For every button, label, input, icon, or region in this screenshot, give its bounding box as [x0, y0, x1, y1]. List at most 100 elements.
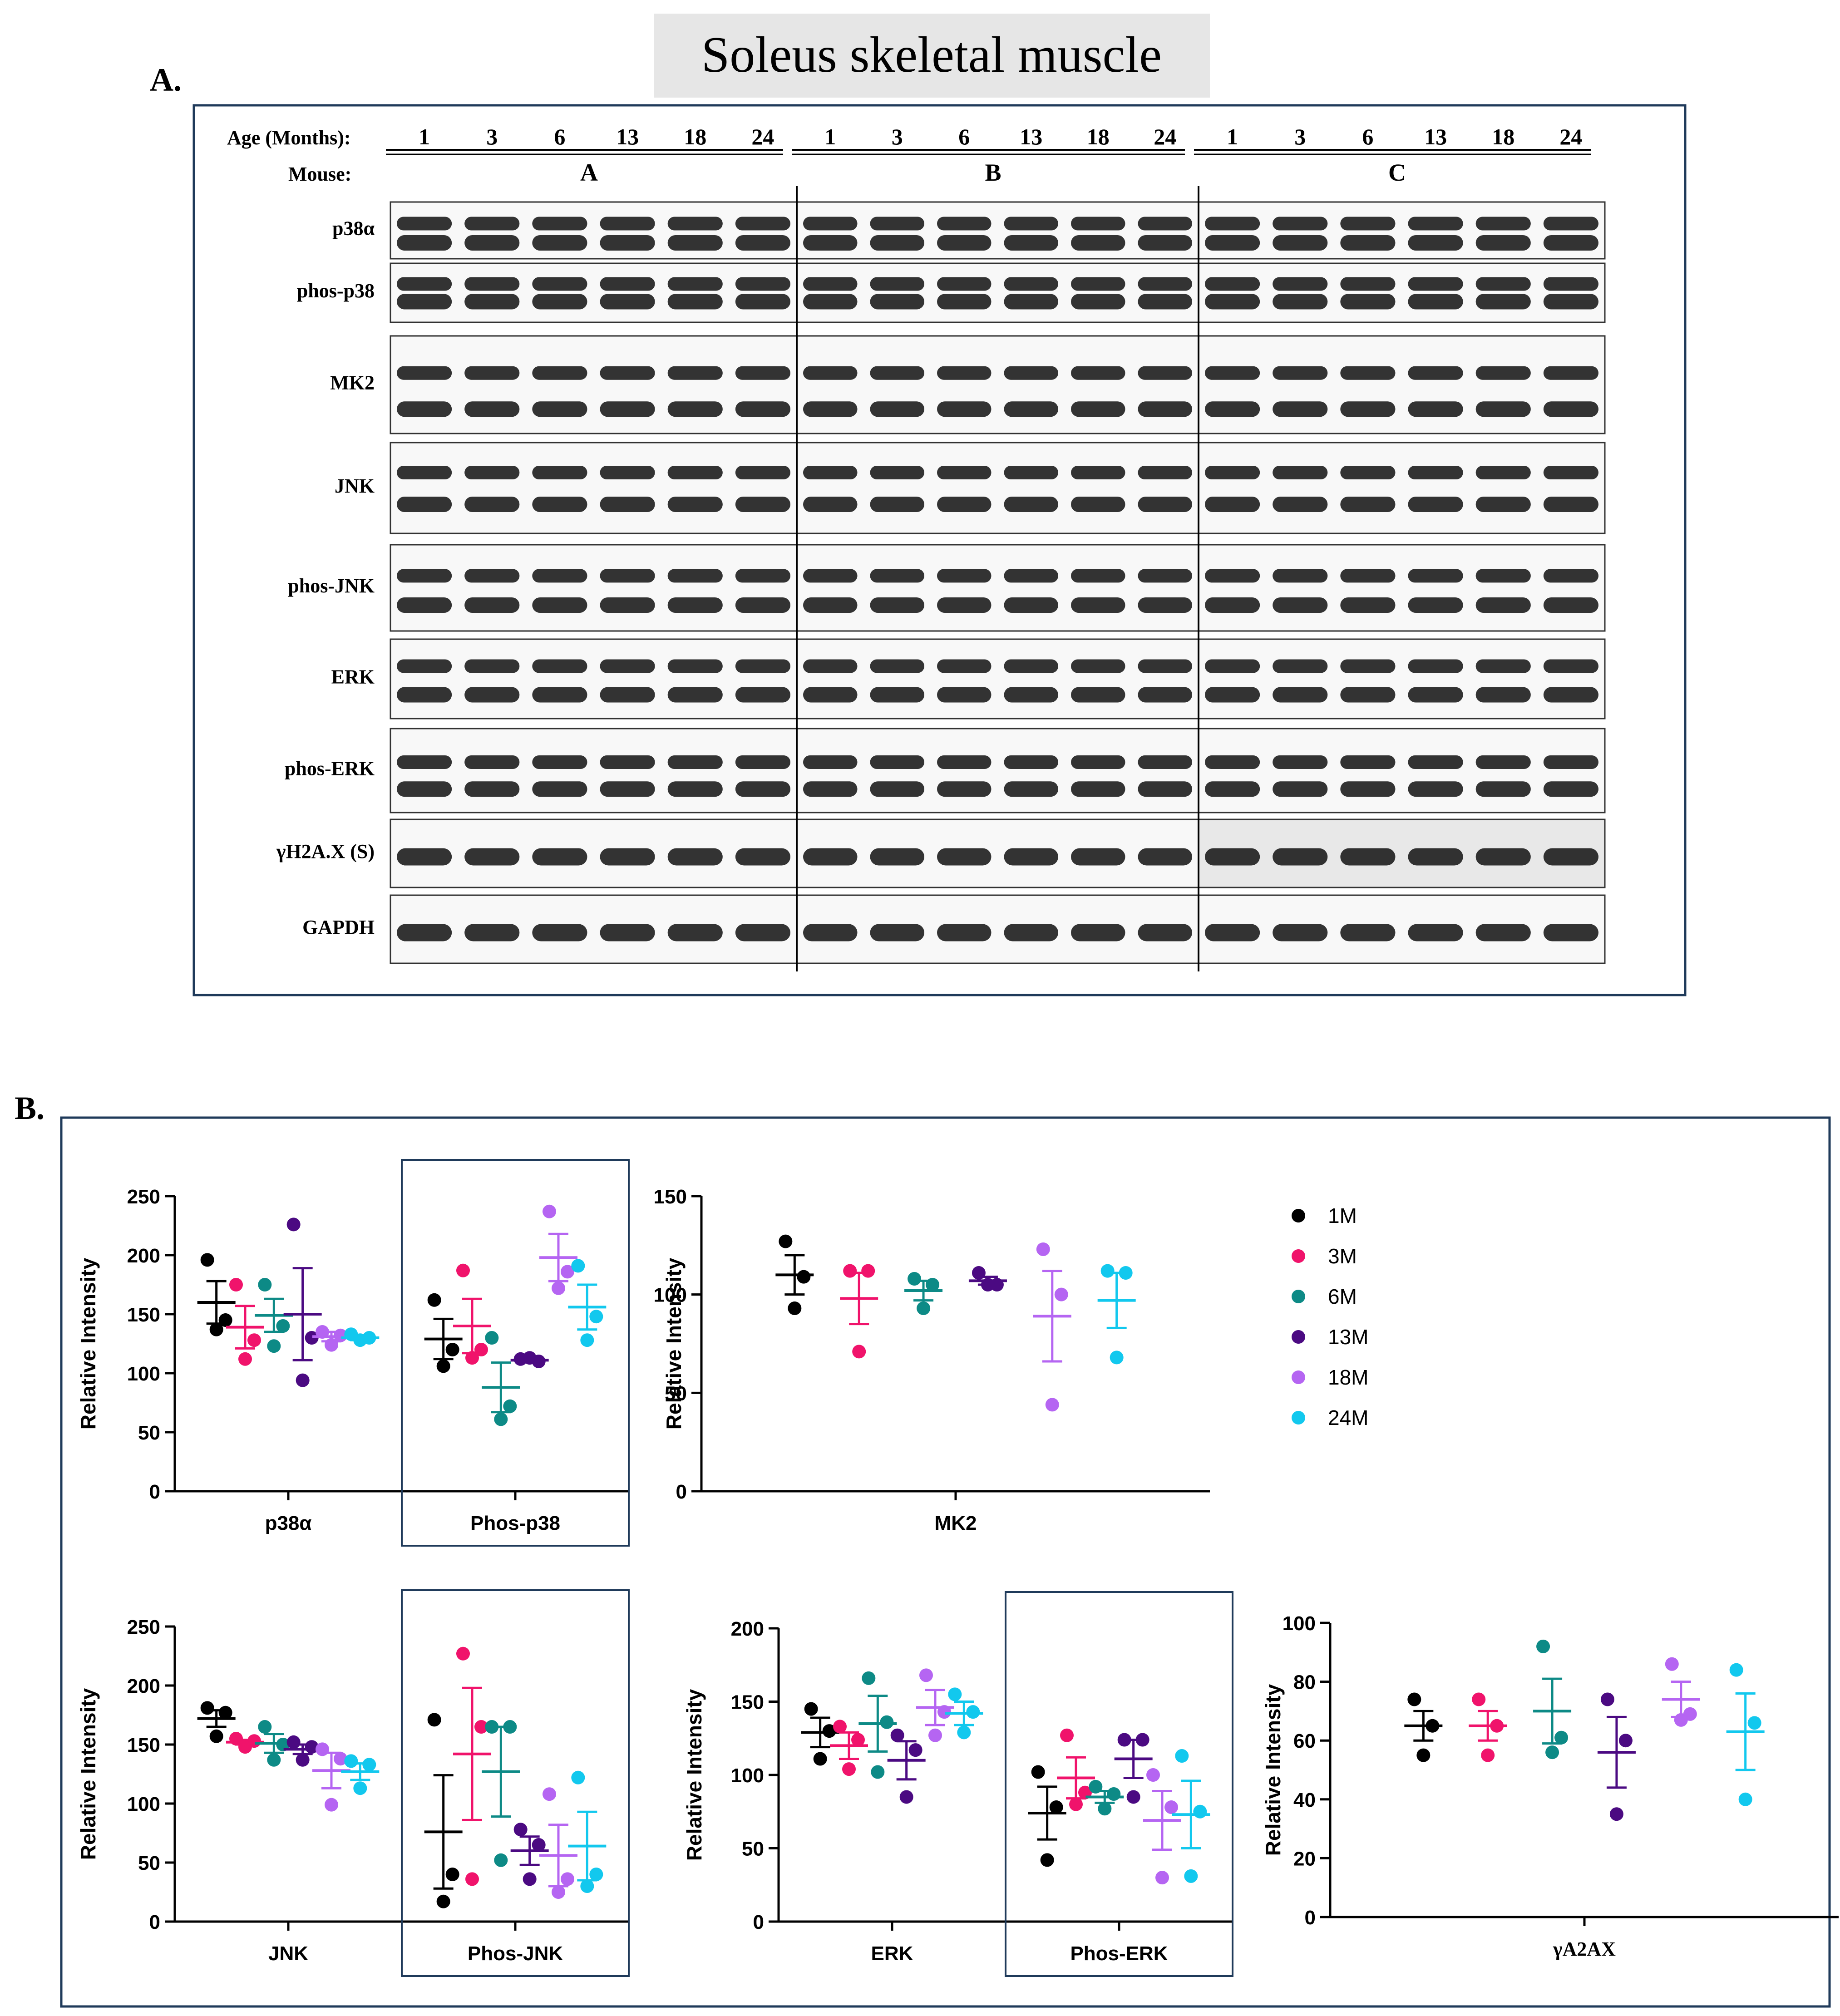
data-point: [436, 1894, 450, 1908]
blot-band: [1071, 366, 1125, 380]
blot-band: [667, 217, 723, 231]
blot-band: [464, 277, 520, 291]
y-tick-label: 250: [127, 1186, 160, 1208]
series-6M: [1085, 1779, 1124, 1816]
y-tick-label: 150: [731, 1691, 764, 1714]
blot-band: [1475, 924, 1531, 941]
blot-band: [1543, 294, 1598, 310]
legend: 1M 3M 6M 13M 18M 24M: [1292, 1204, 1368, 1429]
series-6M: [904, 1272, 943, 1315]
data-point: [1729, 1663, 1743, 1677]
blot-membrane: [796, 262, 1199, 323]
y-tick-label: 0: [1305, 1907, 1316, 1929]
blot-band: [532, 217, 587, 231]
legend-marker: [1292, 1290, 1305, 1303]
y-tick-label: 80: [1293, 1671, 1316, 1694]
group-MK2: MK2: [775, 1234, 1136, 1534]
blot-band: [870, 294, 924, 310]
series-18M: [312, 1325, 350, 1352]
blot-row: γH2A.X (S): [276, 818, 1606, 888]
chart-1: 0 50 100 150 200 250 Relative Intensity p38α Pho…: [76, 1159, 630, 1547]
data-point: [957, 1725, 971, 1740]
blot-membrane: [1198, 335, 1606, 434]
group-γA2AX: γA2AX: [1404, 1639, 1765, 1960]
blot-membrane: [390, 894, 798, 964]
blot-membrane: [796, 201, 1199, 260]
blot-membrane: [390, 442, 798, 534]
blot-band: [1138, 277, 1192, 291]
group-box: [401, 1159, 630, 1547]
y-tick-label: 150: [127, 1734, 160, 1756]
blot-band: [1071, 659, 1125, 673]
data-point: [445, 1343, 459, 1356]
blot-band: [667, 497, 723, 512]
blot-row: JNK: [335, 442, 1606, 534]
mouse-label-C: C: [1388, 159, 1406, 186]
blot-band: [1138, 659, 1192, 673]
data-point: [325, 1798, 338, 1812]
blot-band: [803, 755, 858, 769]
series-18M: [539, 1787, 577, 1899]
blot-band: [1071, 687, 1125, 703]
data-point: [1665, 1657, 1679, 1671]
blot-band: [803, 401, 858, 417]
data-point: [229, 1278, 243, 1291]
data-point: [1089, 1779, 1103, 1794]
blot-band: [1475, 687, 1531, 703]
legend-marker: [1292, 1249, 1305, 1263]
data-point: [218, 1313, 232, 1327]
blot-band: [1340, 217, 1396, 231]
blot-band: [532, 277, 587, 291]
data-point: [861, 1264, 875, 1278]
blot-band: [870, 366, 924, 380]
data-point: [209, 1322, 223, 1336]
blot-band: [1408, 848, 1463, 866]
blot-band: [397, 366, 452, 380]
chart-3: 0 50 100 150 200 250 Relative Intensity JNK Phos…: [76, 1589, 630, 1977]
series-24M: [945, 1687, 983, 1740]
blot-band: [1138, 848, 1192, 866]
data-point: [218, 1705, 232, 1720]
group-JNK: JNK: [197, 1701, 380, 1965]
blot-band: [803, 497, 858, 512]
blot-membrane: [1198, 262, 1606, 323]
blot-band: [532, 466, 587, 479]
blot-band: [1071, 235, 1125, 251]
x-group-label: ERK: [871, 1942, 913, 1965]
age-tick: 1: [824, 124, 836, 149]
data-point: [852, 1345, 866, 1359]
chart-2: 0 50 100 150 Relative Intensity MK2: [654, 1186, 1210, 1534]
blot-band: [803, 466, 858, 479]
blot-membrane: [1198, 728, 1606, 813]
blot-band: [1543, 217, 1598, 231]
blot-band: [803, 848, 858, 866]
series-1M: [775, 1234, 814, 1315]
series-3M: [840, 1264, 878, 1359]
age-label: Age (Months):: [227, 127, 351, 149]
blot-band: [1138, 569, 1192, 583]
data-point: [842, 1762, 856, 1776]
data-point: [1481, 1748, 1495, 1762]
y-tick-label: 100: [127, 1793, 160, 1815]
blot-membrane: [796, 335, 1199, 434]
y-tick-label: 0: [753, 1911, 764, 1933]
x-group-label: JNK: [268, 1942, 308, 1965]
data-point: [928, 1728, 942, 1742]
data-point: [804, 1702, 818, 1716]
data-point: [465, 1351, 479, 1365]
panel-a-label: A.: [150, 62, 182, 98]
data-point: [589, 1868, 603, 1881]
blot-band: [803, 687, 858, 703]
legend-item: 1M: [1292, 1204, 1357, 1227]
blot-band: [464, 294, 520, 310]
series-1M: [197, 1253, 236, 1336]
blot-membrane: [796, 728, 1199, 813]
blot-band: [1071, 277, 1125, 291]
blot-membrane: [1198, 638, 1606, 720]
data-point: [1600, 1692, 1614, 1706]
blot-band: [667, 597, 723, 613]
age-tick: 13: [616, 124, 639, 149]
blot-band: [1071, 781, 1125, 797]
blot-band: [397, 497, 452, 512]
